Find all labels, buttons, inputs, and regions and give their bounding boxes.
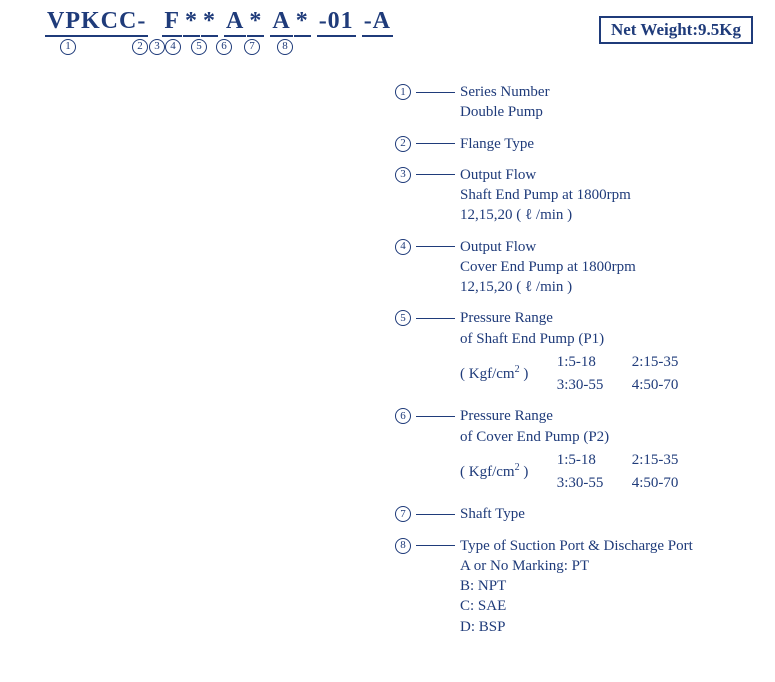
leader-line (416, 514, 455, 515)
line-3-3: 12,15,20 ( ℓ /min ) (460, 205, 693, 225)
title-3: Output Flow (460, 165, 693, 185)
lead-8: 8 (395, 536, 460, 554)
p2-unit: ( Kgf/cm2 ) (460, 461, 543, 482)
lead-4: 4 (395, 237, 460, 255)
title-8: Type of Suction Port & Discharge Port (460, 536, 693, 556)
line-4-3: 12,15,20 ( ℓ /min ) (460, 277, 693, 297)
markers-row: 1 2 3 4 5 6 7 8 (45, 38, 294, 55)
seg-2: F (162, 8, 182, 37)
model-code: VPKCC- F * * A * A * -01 -A (45, 8, 399, 37)
legend-item-3: 3 Output Flow Shaft End Pump at 1800rpm … (395, 165, 693, 226)
marker-5: 5 (191, 39, 207, 55)
title-4: Output Flow (460, 237, 693, 257)
p2-g3: 3:30-55 (557, 473, 618, 493)
seg-7: A (270, 8, 292, 37)
legend-body-4: Output Flow Cover End Pump at 1800rpm 12… (460, 237, 693, 298)
p2-g4: 4:50-70 (632, 473, 693, 493)
marker-2: 2 (132, 39, 148, 55)
seg-3: * (183, 8, 200, 37)
title-5: Pressure Range (460, 308, 693, 328)
legend-body-8: Type of Suction Port & Discharge Port A … (460, 536, 693, 637)
p1-g3: 3:30-55 (557, 375, 618, 395)
legend-body-2: Flange Type (460, 134, 693, 154)
line-5-2: of Shaft End Pump (P1) (460, 329, 693, 349)
pressure-grid-2: 1:5-18 2:15-35 ( Kgf/cm2 ) 3:30-55 4:50-… (460, 450, 693, 494)
leader-line (416, 318, 455, 319)
legend-item-5: 5 Pressure Range of Shaft End Pump (P1) … (395, 308, 693, 395)
seg-8: * (294, 8, 311, 37)
line-8-4: C: SAE (460, 596, 693, 616)
net-weight-box: Net Weight: 9.5Kg (599, 16, 753, 44)
legend-item-8: 8 Type of Suction Port & Discharge Port … (395, 536, 693, 637)
seg-1: VPKCC- (45, 8, 148, 37)
lead-1: 1 (395, 82, 460, 100)
leader-line (416, 143, 455, 144)
marker-6: 6 (216, 39, 232, 55)
title-2: Flange Type (460, 134, 693, 154)
p1-g4: 4:50-70 (632, 375, 693, 395)
title-6: Pressure Range (460, 406, 693, 426)
lead-6: 6 (395, 406, 460, 424)
p1-g2: 2:15-35 (632, 352, 693, 372)
lead-3: 3 (395, 165, 460, 183)
legend-body-3: Output Flow Shaft End Pump at 1800rpm 12… (460, 165, 693, 226)
legend-body-1: Series Number Double Pump (460, 82, 693, 123)
legend-item-6: 6 Pressure Range of Cover End Pump (P2) … (395, 406, 693, 493)
legend-item-4: 4 Output Flow Cover End Pump at 1800rpm … (395, 237, 693, 298)
legend-item-7: 7 Shaft Type (395, 504, 693, 524)
leader-line (416, 246, 455, 247)
leader-line (416, 545, 455, 546)
legend-item-1: 1 Series Number Double Pump (395, 82, 693, 123)
seg-6: * (247, 8, 264, 37)
p2-g2: 2:15-35 (632, 450, 693, 470)
seg-9: -01 (317, 8, 356, 37)
legend-item-2: 2 Flange Type (395, 134, 693, 154)
marker-8: 8 (277, 39, 293, 55)
p2-g1: 1:5-18 (557, 450, 618, 470)
title-1: Series Number (460, 82, 693, 102)
lead-7: 7 (395, 504, 460, 522)
marker-1: 1 (60, 39, 76, 55)
seg-4: * (201, 8, 218, 37)
line-8-2: A or No Marking: PT (460, 556, 693, 576)
p1-g1: 1:5-18 (557, 352, 618, 372)
marker-3: 3 (149, 39, 165, 55)
net-weight-label: Net Weight: (611, 20, 698, 40)
title-7: Shaft Type (460, 504, 693, 524)
marker-7: 7 (244, 39, 260, 55)
line-3-2: Shaft End Pump at 1800rpm (460, 185, 693, 205)
net-weight-value: 9.5Kg (698, 20, 741, 40)
legend-body-7: Shaft Type (460, 504, 693, 524)
line-6-2: of Cover End Pump (P2) (460, 427, 693, 447)
leader-line (416, 416, 455, 417)
pressure-grid-1: 1:5-18 2:15-35 ( Kgf/cm2 ) 3:30-55 4:50-… (460, 352, 693, 396)
legend: 1 Series Number Double Pump 2 Flange Typ… (395, 82, 693, 648)
legend-body-5: Pressure Range of Shaft End Pump (P1) 1:… (460, 308, 693, 395)
sub-1: Double Pump (460, 102, 693, 122)
seg-5: A (224, 8, 246, 37)
line-8-3: B: NPT (460, 576, 693, 596)
leader-line (416, 92, 455, 93)
seg-10: -A (362, 8, 393, 37)
lead-2: 2 (395, 134, 460, 152)
line-4-2: Cover End Pump at 1800rpm (460, 257, 693, 277)
leader-line (416, 174, 455, 175)
lead-5: 5 (395, 308, 460, 326)
legend-body-6: Pressure Range of Cover End Pump (P2) 1:… (460, 406, 693, 493)
p1-unit: ( Kgf/cm2 ) (460, 363, 543, 384)
marker-4: 4 (165, 39, 181, 55)
line-8-5: D: BSP (460, 617, 693, 637)
